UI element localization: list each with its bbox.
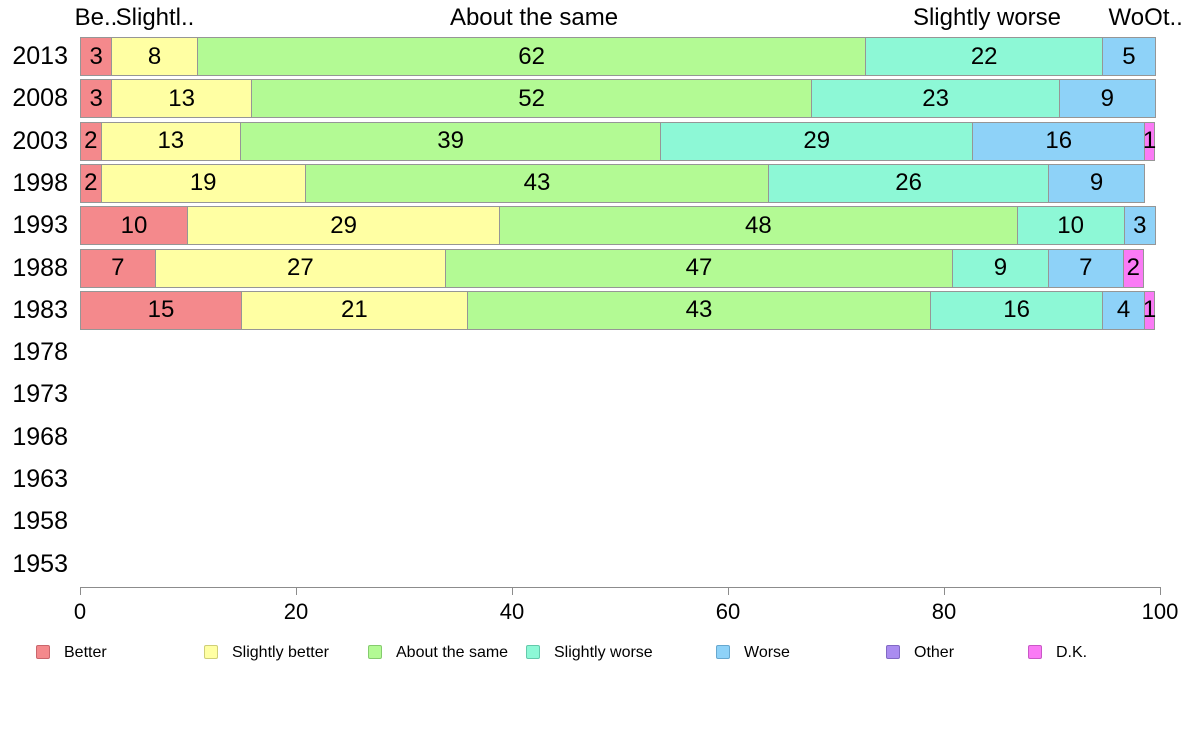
bar-segment-2013-better[interactable]: 3 (80, 37, 113, 76)
legend-swatch-better[interactable] (36, 645, 50, 659)
bar-segment-1988-about-the-same[interactable]: 47 (445, 248, 953, 288)
bar-segment-1988-d-k-[interactable]: 2 (1122, 248, 1145, 288)
year-label-1958: 1958 (12, 507, 68, 536)
bar-segment-2003-better[interactable]: 2 (80, 121, 102, 161)
bar-segment-2013-worse[interactable]: 5 (1101, 37, 1156, 76)
bar-row-2013: 3 8 62 22 5 (80, 37, 1161, 76)
legend-swatch-other[interactable] (886, 645, 900, 659)
x-axis-tick-80 (944, 587, 945, 595)
bar-segment-2008-slightly-worse[interactable]: 23 (811, 79, 1060, 119)
year-label-1998: 1998 (12, 168, 68, 197)
bar-segment-2003-slightly-better[interactable]: 13 (100, 121, 241, 161)
bar-segment-1983-d-k-[interactable]: 1 (1143, 290, 1156, 330)
bar-segment-2008-worse[interactable]: 9 (1058, 79, 1156, 119)
legend-label-slightly-worse[interactable]: Slightly worse (554, 644, 653, 661)
bar-segment-1988-better[interactable]: 7 (80, 248, 156, 288)
year-label-2013: 2013 (12, 42, 68, 70)
year-label-1983: 1983 (12, 295, 68, 324)
column-header-0: Be.. (74, 4, 118, 31)
bar-segment-2008-slightly-better[interactable]: 13 (111, 79, 252, 119)
bar-segment-2008-about-the-same[interactable]: 52 (250, 79, 813, 119)
column-header-5: Ot.. (1143, 4, 1183, 32)
legend-label-other[interactable]: Other (914, 644, 955, 661)
bar-segment-2008-better[interactable]: 3 (80, 79, 113, 119)
year-label-1953: 1953 (12, 549, 68, 578)
year-label-2008: 2008 (12, 84, 68, 113)
bar-segment-1983-about-the-same[interactable]: 43 (466, 290, 932, 330)
bar-segment-1983-slightly-better[interactable]: 21 (241, 290, 468, 330)
year-label-1963: 1963 (12, 465, 68, 493)
bar-segment-1993-slightly-worse[interactable]: 10 (1016, 206, 1125, 246)
legend-label-about-the-same[interactable]: About the same (396, 644, 509, 661)
bar-row-1953 (80, 545, 1161, 584)
bar-row-1958 (80, 502, 1161, 541)
legend-label-worse[interactable]: Worse (744, 644, 790, 661)
bar-segment-1988-slightly-better[interactable]: 27 (154, 248, 447, 288)
column-header-1: Slightl.. (115, 4, 195, 31)
bar-row-1978 (80, 333, 1161, 372)
bar-row-1993: 10 29 48 10 3 (80, 206, 1161, 246)
bar-row-1968 (80, 418, 1161, 457)
legend-label-better[interactable]: Better (64, 644, 107, 661)
legend-swatch-d-k[interactable] (1028, 645, 1042, 659)
x-axis-ticklabel-100: 100 (1141, 599, 1179, 624)
bar-segment-1983-worse[interactable]: 4 (1101, 290, 1146, 330)
year-label-1968: 1968 (12, 422, 68, 451)
bar-segment-2003-d-k-[interactable]: 1 (1143, 121, 1156, 161)
bar-row-1973 (80, 375, 1161, 414)
bar-segment-2003-worse[interactable]: 16 (972, 121, 1146, 161)
bar-segment-1983-better[interactable]: 15 (80, 290, 242, 330)
x-axis-tick-40 (512, 587, 513, 595)
year-label-1993: 1993 (12, 211, 68, 240)
bar-segment-1983-slightly-worse[interactable]: 16 (930, 290, 1103, 330)
bar-segment-1998-slightly-better[interactable]: 19 (100, 163, 306, 203)
bar-segment-2013-slightly-worse[interactable]: 22 (865, 37, 1103, 76)
x-axis-ticklabel-0: 0 (73, 599, 87, 624)
bar-segment-1988-slightly-worse[interactable]: 9 (951, 248, 1049, 288)
bar-segment-1993-slightly-better[interactable]: 29 (187, 206, 501, 246)
legend-label-slightly-better[interactable]: Slightly better (232, 644, 329, 661)
x-axis-ticklabel-40: 40 (499, 599, 525, 624)
bar-segment-1993-about-the-same[interactable]: 48 (499, 206, 1018, 246)
bar-segment-2003-slightly-worse[interactable]: 29 (660, 121, 974, 161)
bar-segment-1998-better[interactable]: 2 (80, 163, 102, 203)
bar-segment-1998-worse[interactable]: 9 (1047, 163, 1146, 203)
legend-swatch-slightly-better[interactable] (204, 645, 218, 659)
x-axis-tick-20 (296, 587, 297, 595)
legend-swatch-worse[interactable] (716, 645, 730, 659)
bar-row-2008: 3 13 52 23 9 (80, 79, 1161, 119)
column-header-2: About the same (449, 4, 619, 31)
bar-row-1983: 15 21 43 16 4 1 (80, 290, 1161, 330)
bar-row-1963 (80, 460, 1161, 499)
bar-row-1998: 2 19 43 26 9 (80, 163, 1161, 203)
x-axis-ticklabel-80: 80 (931, 599, 957, 624)
x-axis-tick-60 (728, 587, 729, 595)
bar-segment-1998-about-the-same[interactable]: 43 (304, 163, 770, 203)
x-axis-tick-0 (80, 587, 81, 595)
column-header-3: Slightly worse (912, 4, 1062, 31)
x-axis-tick-100 (1160, 587, 1161, 595)
year-label-1973: 1973 (12, 380, 68, 409)
bar-segment-2003-about-the-same[interactable]: 39 (239, 121, 662, 161)
legend-swatch-slightly-worse[interactable] (526, 645, 540, 659)
bar-segment-2013-about-the-same[interactable]: 62 (196, 37, 867, 76)
year-label-2003: 2003 (12, 126, 68, 155)
legend-label-d-k[interactable]: D.K. (1056, 644, 1088, 661)
bar-row-2003: 2 13 39 29 16 1 (80, 121, 1161, 161)
bar-segment-1993-worse[interactable]: 3 (1123, 206, 1156, 246)
x-axis-ticklabel-20: 20 (283, 599, 309, 624)
bar-segment-1998-slightly-worse[interactable]: 26 (768, 163, 1049, 203)
bar-segment-2013-slightly-better[interactable]: 8 (111, 37, 198, 76)
bar-segment-1993-better[interactable]: 10 (80, 206, 188, 246)
x-axis-line (80, 587, 1161, 588)
bar-segment-1988-worse[interactable]: 7 (1047, 248, 1124, 288)
legend-swatch-about-the-same[interactable] (368, 645, 382, 659)
x-axis-ticklabel-60: 60 (715, 599, 741, 624)
year-label-1988: 1988 (12, 253, 68, 282)
bar-row-1988: 7 27 47 9 7 2 (80, 248, 1161, 288)
year-label-1978: 1978 (12, 338, 68, 367)
